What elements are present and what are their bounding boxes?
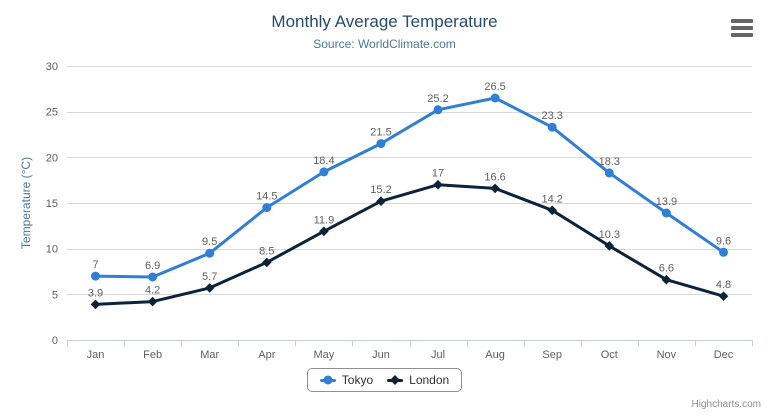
data-point-tokyo[interactable]: [719, 247, 728, 257]
data-point-tokyo[interactable]: [661, 208, 671, 218]
y-axis-tick-label: 0: [52, 335, 58, 347]
data-point-tokyo[interactable]: [319, 167, 329, 177]
y-axis-tick-label: 15: [46, 198, 58, 210]
data-label-london: 3.9: [88, 287, 103, 299]
legend-item-london[interactable]: London: [387, 373, 449, 387]
chart-title: Monthly Average Temperature: [271, 12, 498, 31]
hamburger-icon: [731, 18, 753, 37]
data-point-tokyo[interactable]: [205, 248, 215, 258]
data-label-tokyo: 18.4: [313, 155, 334, 167]
data-label-london: 4.8: [716, 279, 731, 291]
data-point-london[interactable]: [90, 299, 101, 310]
data-label-tokyo: 25.2: [427, 93, 448, 105]
data-point-tokyo[interactable]: [604, 168, 614, 178]
hamburger-bar: [731, 25, 753, 30]
data-point-london[interactable]: [433, 179, 443, 190]
legend: Tokyo London: [0, 368, 769, 392]
data-label-london: 6.6: [659, 263, 674, 275]
tokyo-line-circle-marker-icon: [319, 375, 336, 385]
y-axis-tick-label: 20: [46, 152, 58, 164]
x-axis-tick-label: Jun: [372, 349, 390, 361]
data-label-tokyo: 18.3: [599, 156, 620, 168]
legend-item-tokyo[interactable]: Tokyo: [319, 373, 374, 387]
circle-marker-icon: [323, 375, 333, 385]
x-axis-tick-label: Nov: [657, 349, 677, 361]
chart-subtitle: Source: WorldClimate.com: [313, 37, 456, 51]
data-label-london: 11.9: [314, 214, 335, 226]
legend-label-tokyo: Tokyo: [341, 373, 374, 387]
data-label-tokyo: 21.5: [370, 127, 391, 139]
data-point-london[interactable]: [376, 196, 386, 206]
x-axis-tick-label: Apr: [258, 349, 275, 361]
hamburger-bar: [731, 18, 753, 23]
data-point-london[interactable]: [604, 241, 615, 251]
london-line-diamond-marker-icon: [387, 375, 404, 385]
data-label-tokyo: 13.9: [656, 196, 677, 208]
data-label-london: 8.5: [259, 245, 274, 257]
y-axis-tick-label: 5: [52, 289, 58, 301]
data-point-tokyo[interactable]: [262, 203, 272, 213]
data-label-london: 4.2: [145, 285, 160, 297]
x-axis-tick-label: May: [314, 349, 335, 361]
data-label-tokyo: 7: [92, 259, 98, 271]
data-point-london[interactable]: [319, 226, 329, 237]
data-label-london: 15.2: [370, 184, 391, 196]
data-point-london[interactable]: [718, 291, 729, 301]
data-label-london: 5.7: [202, 271, 217, 283]
data-point-london[interactable]: [204, 283, 215, 293]
data-label-tokyo: 14.5: [256, 191, 277, 203]
data-point-london[interactable]: [262, 257, 272, 268]
diamond-marker-icon: [390, 375, 401, 385]
x-axis-tick-label: Jan: [87, 349, 105, 361]
data-point-london[interactable]: [147, 296, 158, 307]
data-label-london: 17: [432, 168, 444, 180]
data-label-tokyo: 23.3: [541, 110, 562, 122]
data-point-tokyo[interactable]: [91, 271, 100, 281]
legend-box: Tokyo London: [306, 368, 463, 392]
x-axis-tick-label: Jul: [431, 349, 445, 361]
data-point-tokyo[interactable]: [547, 122, 557, 132]
y-axis-tick-label: 10: [46, 244, 58, 256]
data-point-tokyo[interactable]: [376, 139, 386, 149]
x-axis-tick-label: Oct: [601, 349, 618, 361]
x-axis-tick-label: Mar: [200, 349, 219, 361]
series-line-tokyo[interactable]: [94, 96, 725, 279]
series-line-london[interactable]: [94, 183, 725, 306]
data-point-london[interactable]: [661, 274, 672, 285]
legend-label-london: London: [409, 373, 450, 387]
y-axis-tick-label: 30: [46, 61, 58, 73]
data-point-london[interactable]: [490, 183, 500, 194]
hamburger-bar: [731, 32, 753, 37]
data-label-london: 16.6: [484, 171, 505, 183]
data-label-london: 10.3: [599, 229, 620, 241]
x-axis-tick-label: Sep: [542, 349, 562, 361]
data-point-tokyo[interactable]: [490, 93, 500, 103]
x-axis-tick-label: Feb: [143, 349, 162, 361]
data-point-tokyo[interactable]: [433, 105, 443, 115]
x-axis-tick-label: Dec: [714, 349, 734, 361]
x-axis-tick-label: Aug: [485, 349, 505, 361]
y-axis-tick-label: 25: [46, 107, 58, 119]
data-label-tokyo: 9.5: [202, 236, 217, 248]
data-label-tokyo: 6.9: [145, 260, 160, 272]
data-point-london[interactable]: [547, 205, 557, 216]
data-label-london: 14.2: [541, 193, 562, 205]
data-point-tokyo[interactable]: [148, 272, 158, 282]
export-menu-button[interactable]: [731, 18, 755, 40]
data-label-tokyo: 26.5: [484, 81, 505, 93]
credits-link[interactable]: Highcharts.com: [691, 399, 761, 410]
data-label-tokyo: 9.6: [716, 235, 731, 247]
